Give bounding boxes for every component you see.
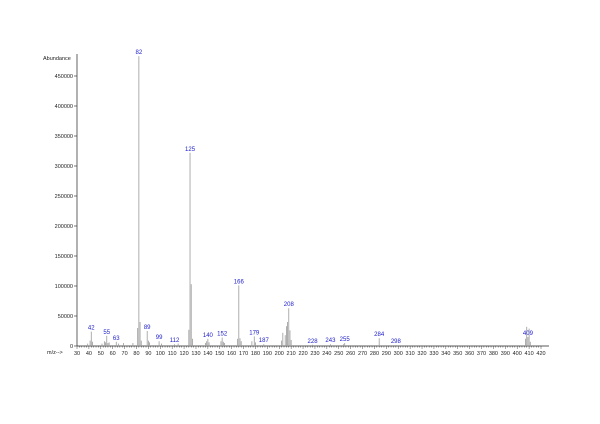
peak-label: 140 — [203, 333, 214, 339]
x-tick-label: 310 — [406, 351, 415, 357]
x-tick-label: 90 — [145, 351, 151, 357]
x-tick-label: 250 — [334, 351, 343, 357]
y-tick-label: 400000 — [55, 104, 73, 110]
x-tick-label: 110 — [168, 351, 177, 357]
x-tick-label: 280 — [370, 351, 379, 357]
peak-label: 284 — [374, 332, 385, 338]
y-tick-label: 300000 — [55, 164, 73, 170]
peak-label: 298 — [391, 339, 402, 345]
x-tick-label: 260 — [346, 351, 355, 357]
x-tick-label: 70 — [122, 351, 128, 357]
x-axis-label: m/z--> — [47, 350, 63, 356]
peak-label: 152 — [217, 332, 228, 338]
y-tick-label: 200000 — [55, 224, 73, 230]
x-tick-label: 40 — [86, 351, 92, 357]
y-tick-label: 150000 — [55, 254, 73, 260]
x-axis: 30 40 50 60 70 80 90 100 110 120 130 140 150 160 170 18… — [74, 345, 549, 357]
x-tick-label: 80 — [133, 351, 139, 357]
x-tick-label: 330 — [429, 351, 438, 357]
x-tick-label: 390 — [501, 351, 510, 357]
x-tick-label: 120 — [179, 351, 188, 357]
x-tick-label: 170 — [239, 351, 248, 357]
x-tick-label: 220 — [298, 351, 307, 357]
peak-label: 409 — [523, 331, 534, 337]
x-tick-label: 410 — [525, 351, 534, 357]
peak-label: 55 — [103, 330, 110, 336]
y-axis-label: Abundance — [43, 56, 71, 62]
x-tick-label: 210 — [287, 351, 296, 357]
x-tick-label: 30 — [74, 351, 80, 357]
x-tick-label: 380 — [489, 351, 498, 357]
x-tick-label: 190 — [263, 351, 272, 357]
x-tick-label: 400 — [513, 351, 522, 357]
peak-label: 89 — [144, 325, 151, 331]
x-tick-label: 180 — [251, 351, 260, 357]
y-axis: 0 50000 100000 150000 200000 250000 300000 3500… — [55, 54, 78, 350]
x-tick-label: 340 — [441, 351, 450, 357]
peak-label: 255 — [340, 337, 351, 343]
y-tick-label: 450000 — [55, 74, 73, 80]
x-tick-label: 360 — [465, 351, 474, 357]
y-tick-label: 50000 — [58, 314, 73, 320]
x-tick-label: 240 — [322, 351, 331, 357]
peak-label: 112 — [170, 338, 180, 344]
peak-label: 228 — [308, 339, 319, 345]
x-tick-label: 150 — [215, 351, 224, 357]
peak-label: 99 — [156, 335, 163, 341]
x-tick-label: 420 — [536, 351, 545, 357]
peak-label: 42 — [88, 326, 95, 332]
y-tick-label: 350000 — [55, 134, 73, 140]
x-tick-label: 140 — [203, 351, 212, 357]
x-tick-label: 200 — [275, 351, 284, 357]
x-tick-label: 270 — [358, 351, 367, 357]
x-tick-label: 320 — [417, 351, 426, 357]
y-tick-label: 100000 — [55, 284, 73, 290]
x-tick-label: 60 — [110, 351, 116, 357]
peak-label: 125 — [185, 147, 196, 153]
x-tick-label: 350 — [453, 351, 462, 357]
x-tick-label: 50 — [98, 351, 104, 357]
peak-label: 82 — [136, 50, 143, 56]
y-tick-label: 250000 — [55, 194, 73, 200]
peak-label: 166 — [234, 279, 245, 285]
peak-label: 187 — [259, 338, 270, 344]
x-tick-label: 100 — [156, 351, 165, 357]
x-tick-label: 300 — [394, 351, 403, 357]
x-tick-label: 290 — [382, 351, 391, 357]
y-tick-label: 0 — [70, 344, 73, 350]
x-tick-label: 160 — [227, 351, 236, 357]
peak-label: 208 — [284, 302, 295, 308]
peak-label: 243 — [325, 338, 336, 344]
peaks — [87, 56, 531, 346]
x-tick-label: 230 — [310, 351, 319, 357]
peak-label: 179 — [249, 330, 260, 336]
peak-label: 63 — [113, 336, 120, 342]
x-tick-label: 370 — [477, 351, 486, 357]
x-tick-label: 130 — [191, 351, 200, 357]
